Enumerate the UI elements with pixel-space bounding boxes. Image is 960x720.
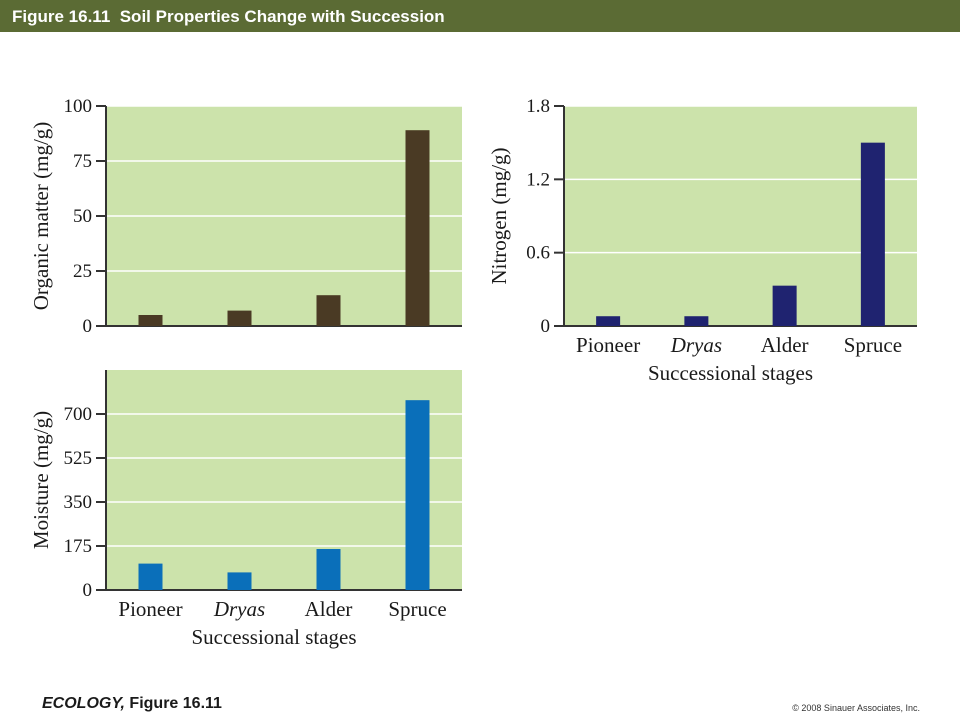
y-tick-label: 75	[73, 151, 92, 172]
chart-nitrogen: 0 0.6 1.2 1.8 Pioneer Dryas Alder Spruce Nitroge…	[487, 96, 917, 385]
y-tick-label: 1.2	[526, 169, 550, 190]
x-category-label: Alder	[761, 333, 809, 357]
y-tick-label: 50	[73, 206, 92, 227]
book-title: ECOLOGY,	[42, 695, 125, 712]
y-tick-label: 1.8	[526, 96, 550, 117]
bar-alder	[316, 549, 341, 590]
bar-dryas	[227, 310, 252, 326]
bar-dryas	[227, 572, 252, 590]
x-category-label: Dryas	[670, 333, 722, 357]
bar-alder	[772, 285, 797, 326]
y-axis-title: Organic matter (mg/g)	[29, 122, 53, 311]
x-category-label: Alder	[305, 597, 353, 621]
y-tick-label: 0	[83, 316, 93, 337]
x-category-label: Dryas	[213, 597, 265, 621]
chart-organic-matter: 0 25 50 75 100 Organic matter (mg/g)	[29, 96, 462, 337]
footer-book-label: ECOLOGY, Figure 16.11	[42, 695, 222, 713]
y-tick-label: 525	[64, 448, 93, 469]
bar-pioneer	[138, 315, 163, 326]
y-tick-label: 700	[64, 404, 93, 425]
bar-spruce	[405, 130, 430, 326]
x-category-label: Pioneer	[118, 597, 182, 621]
header-bar: Figure 16.11 Soil Properties Change with…	[0, 0, 960, 32]
y-tick-label: 350	[64, 492, 93, 513]
bar-alder	[316, 295, 341, 326]
x-category-label: Spruce	[844, 333, 902, 357]
x-axis-title: Successional stages	[191, 625, 356, 649]
figure-ref: Figure 16.11	[124, 695, 222, 712]
y-axis-title: Moisture (mg/g)	[29, 411, 53, 549]
plot-area	[106, 370, 462, 590]
footer-copyright: © 2008 Sinauer Associates, Inc.	[792, 703, 920, 713]
chart-moisture: 0 175 350 525 700 Pioneer Dryas Alder Spruce Mois…	[29, 370, 462, 649]
x-category-label: Spruce	[388, 597, 446, 621]
bar-spruce	[405, 400, 430, 590]
y-tick-label: 0	[541, 316, 551, 337]
x-category-label: Pioneer	[576, 333, 640, 357]
y-tick-label: 25	[73, 261, 92, 282]
y-tick-label: 100	[64, 96, 93, 117]
y-axis-title: Nitrogen (mg/g)	[487, 147, 511, 284]
y-tick-label: 175	[64, 536, 93, 557]
y-tick-label: 0.6	[526, 243, 550, 264]
y-tick-label: 0	[83, 580, 93, 601]
bar-pioneer	[138, 563, 163, 590]
bar-dryas	[684, 316, 709, 326]
bar-spruce	[860, 142, 885, 326]
bar-pioneer	[596, 316, 621, 326]
page-title: Figure 16.11 Soil Properties Change with…	[12, 7, 445, 26]
plot-area	[564, 106, 917, 326]
x-axis-title: Successional stages	[648, 361, 813, 385]
